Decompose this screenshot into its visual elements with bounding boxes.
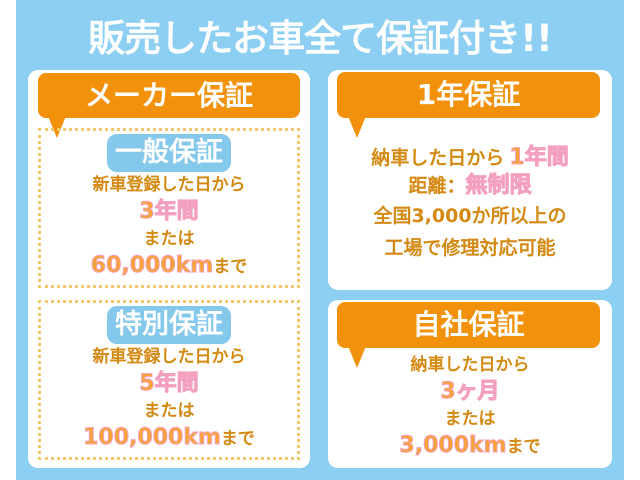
general-until: まで <box>213 257 248 277</box>
page-title: 販売したお車全て保証付き!! <box>88 17 553 60</box>
special-line1: 新車登録した日から <box>92 347 246 367</box>
special-warranty-label: 特別保証 <box>107 306 231 344</box>
general-distance: 60,000km <box>90 253 214 279</box>
special-or: または <box>143 401 195 421</box>
distance-unlimited: 無制限 <box>465 173 532 199</box>
general-warranty-box: 一般保証 新車登録した日から 3年間 または 60,000kmまで <box>38 128 300 288</box>
special-distance: 100,000km <box>83 425 222 451</box>
inhouse-header: 自社保証 <box>337 302 600 348</box>
one-year-line1: 納車した日から <box>371 147 505 169</box>
maker-warranty-header: メーカー保証 <box>38 73 300 118</box>
speech-tail <box>348 116 366 138</box>
general-period: 3年間 <box>139 199 199 225</box>
inhouse-until: まで <box>506 437 541 457</box>
one-year-warranty-panel: 1年保証 納車した日から 1年間 距離：無制限 全国3,000か所以上の 工場で… <box>328 70 612 290</box>
speech-tail <box>48 116 66 138</box>
inhouse-or: または <box>444 409 496 429</box>
one-year-line4: 工場で修理対応可能 <box>384 237 556 259</box>
inhouse-distance: 3,000km <box>399 433 507 459</box>
special-warranty-box: 特別保証 新車登録した日から 5年間 または 100,000kmまで <box>38 300 300 460</box>
inhouse-period: 3ヶ月 <box>440 379 500 405</box>
general-line1: 新車登録した日から <box>92 175 246 195</box>
one-year-header: 1年保証 <box>337 72 600 118</box>
special-period: 5年間 <box>139 371 199 397</box>
special-until: まで <box>220 429 255 449</box>
speech-tail <box>348 346 366 368</box>
inhouse-line1: 納車した日から <box>410 355 530 375</box>
distance-label: 距離： <box>408 175 466 197</box>
inhouse-warranty-panel: 自社保証 納車した日から 3ヶ月 または 3,000kmまで <box>328 300 612 468</box>
one-year-line3: 全国3,000か所以上の <box>373 205 567 227</box>
general-warranty-label: 一般保証 <box>107 134 231 172</box>
general-or: または <box>143 229 195 249</box>
one-year-period: 1年間 <box>509 145 569 171</box>
maker-warranty-panel: メーカー保証 一般保証 新車登録した日から 3年間 または 60,000kmまで… <box>28 70 310 468</box>
